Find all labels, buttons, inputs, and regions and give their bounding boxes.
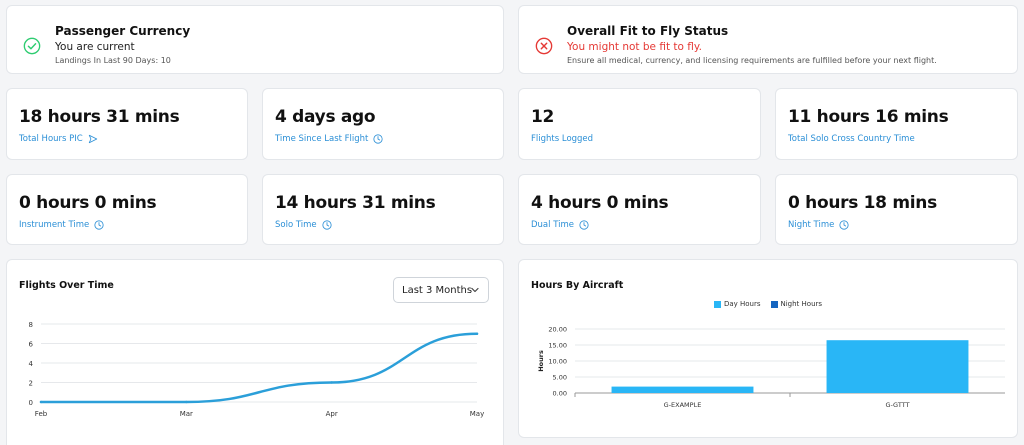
- y-tick-label: 20.00: [548, 326, 567, 334]
- range-select-value: Last 3 Months: [402, 284, 473, 296]
- bar[interactable]: [611, 386, 754, 393]
- legend-swatch: [713, 300, 721, 308]
- range-select[interactable]: Last 3 Months: [393, 277, 489, 303]
- stat-link-dual-time[interactable]: Dual Time: [531, 220, 589, 230]
- y-axis-label: Hours: [537, 350, 545, 372]
- stat-card-instrument-time: 0 hours 0 mins Instrument Time: [6, 174, 248, 245]
- stat-value: 14 hours 31 mins: [275, 193, 436, 213]
- bar-chart-legend: Day Hours Night Hours: [519, 300, 1017, 308]
- passenger-currency-detail: Landings In Last 90 Days: 10: [55, 56, 171, 65]
- clock-icon: [839, 220, 849, 230]
- stat-card-time-since-last-flight: 4 days ago Time Since Last Flight: [262, 88, 504, 160]
- clock-icon: [322, 220, 332, 230]
- hours-bar-chart: 0.00 5.00 10.00 15.00 20.00 Hours G-EXAMPLE G-G…: [537, 326, 1005, 409]
- y-tick-label: 5.00: [553, 374, 567, 382]
- stat-label: Night Time: [788, 220, 835, 230]
- chevron-down-icon: [471, 287, 479, 293]
- hours-by-aircraft-title: Hours By Aircraft: [531, 280, 624, 291]
- stat-link-flights-logged[interactable]: Flights Logged: [531, 134, 593, 144]
- stat-card-dual-time: 4 hours 0 mins Dual Time: [518, 174, 761, 245]
- stat-link-night-time[interactable]: Night Time: [788, 220, 849, 230]
- x-circle-icon: [535, 37, 553, 55]
- passenger-currency-title: Passenger Currency: [55, 24, 191, 38]
- y-tick-label: 6: [29, 341, 34, 349]
- stat-card-total-hours-pic: 18 hours 31 mins Total Hours PIC: [6, 88, 248, 160]
- y-tick-label: 2: [29, 380, 33, 388]
- stat-card-solo-time: 14 hours 31 mins Solo Time: [262, 174, 504, 245]
- stat-card-solo-cross-country: 11 hours 16 mins Total Solo Cross Countr…: [775, 88, 1018, 160]
- stat-label: Time Since Last Flight: [275, 134, 369, 144]
- fit-to-fly-detail: Ensure all medical, currency, and licens…: [567, 56, 937, 65]
- fit-to-fly-card: Overall Fit to Fly Status You might not …: [518, 5, 1018, 74]
- stat-card-night-time: 0 hours 18 mins Night Time: [775, 174, 1018, 245]
- legend-item-day-hours[interactable]: Day Hours: [713, 300, 761, 308]
- stat-value: 11 hours 16 mins: [788, 107, 949, 127]
- stat-card-flights-logged: 12 Flights Logged: [518, 88, 761, 160]
- stat-value: 0 hours 0 mins: [19, 193, 157, 213]
- bar[interactable]: [826, 340, 969, 393]
- stat-value: 4 hours 0 mins: [531, 193, 669, 213]
- data-point[interactable]: [475, 332, 479, 335]
- y-tick-label: 15.00: [548, 342, 567, 350]
- y-tick-label: 0.00: [553, 390, 567, 398]
- send-icon: [88, 134, 97, 144]
- stat-link-time-since-last-flight[interactable]: Time Since Last Flight: [275, 134, 383, 144]
- stat-link-solo-time[interactable]: Solo Time: [275, 220, 332, 230]
- data-point[interactable]: [185, 400, 188, 404]
- legend-label: Night Hours: [780, 300, 823, 308]
- flights-over-time-title: Flights Over Time: [19, 280, 114, 291]
- y-tick-label: 10.00: [548, 358, 567, 366]
- x-tick-label: G-GTTT: [885, 401, 909, 409]
- legend-label: Day Hours: [723, 300, 761, 308]
- hours-by-aircraft-panel: Hours By Aircraft Day Hours Night Hours …: [518, 259, 1018, 438]
- y-tick-label: 0: [29, 399, 33, 407]
- passenger-currency-card: Passenger Currency You are current Landi…: [6, 5, 504, 74]
- stat-label: Instrument Time: [19, 220, 90, 230]
- y-tick-label: 4: [29, 360, 34, 368]
- flights-line-chart: 0 2 4 6 8 Feb Mar Apr May: [29, 321, 485, 418]
- clock-icon: [579, 220, 589, 230]
- stat-link-total-hours-pic[interactable]: Total Hours PIC: [19, 134, 98, 144]
- data-point[interactable]: [39, 400, 43, 404]
- y-tick-label: 8: [29, 321, 33, 329]
- clock-icon: [373, 134, 383, 144]
- fit-to-fly-status: You might not be fit to fly.: [567, 41, 702, 53]
- x-tick-label: Feb: [35, 410, 48, 418]
- stat-value: 0 hours 18 mins: [788, 193, 937, 213]
- stat-label: Flights Logged: [531, 134, 594, 144]
- stat-label: Solo Time: [275, 220, 317, 230]
- legend-swatch: [770, 300, 778, 308]
- data-point[interactable]: [330, 381, 333, 384]
- fit-to-fly-title: Overall Fit to Fly Status: [567, 24, 729, 38]
- stat-label: Dual Time: [531, 220, 575, 230]
- stat-label: Total Hours PIC: [19, 134, 83, 144]
- x-tick-label: May: [470, 410, 484, 418]
- stat-link-solo-cross-country[interactable]: Total Solo Cross Country Time: [788, 134, 915, 144]
- stat-link-instrument-time[interactable]: Instrument Time: [19, 220, 104, 230]
- stat-label: Total Solo Cross Country Time: [788, 134, 915, 144]
- x-tick-label: G-EXAMPLE: [664, 401, 702, 409]
- passenger-currency-status: You are current: [55, 41, 135, 53]
- x-tick-label: Apr: [326, 410, 338, 418]
- clock-icon: [94, 220, 104, 230]
- check-circle-icon: [23, 37, 41, 55]
- stat-value: 4 days ago: [275, 107, 376, 127]
- stat-value: 12: [531, 107, 555, 127]
- flights-over-time-panel: Flights Over Time Last 3 Months 0 2 4 6 8 Feb…: [6, 259, 504, 445]
- x-tick-label: Mar: [180, 410, 193, 418]
- stat-value: 18 hours 31 mins: [19, 107, 180, 127]
- legend-item-night-hours[interactable]: Night Hours: [770, 300, 823, 308]
- series-line: [39, 332, 479, 404]
